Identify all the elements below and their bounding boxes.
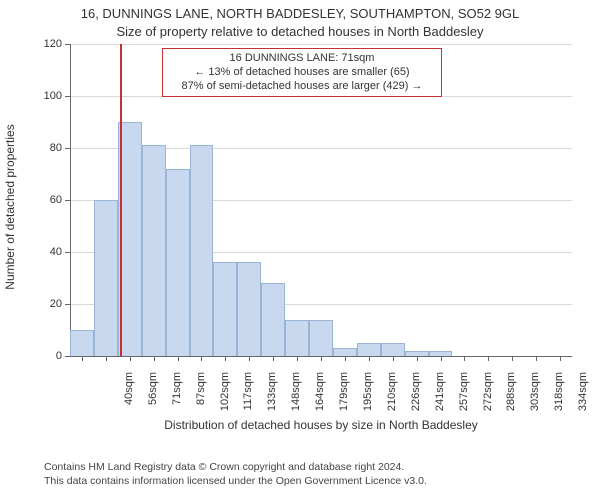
grid-line bbox=[70, 44, 572, 45]
y-tick-mark bbox=[65, 252, 70, 253]
x-tick-mark bbox=[417, 356, 418, 361]
y-tick-label: 60 bbox=[32, 194, 62, 206]
x-tick-label: 241sqm bbox=[434, 372, 446, 422]
x-tick-label: 56sqm bbox=[147, 372, 159, 422]
x-tick-label: 133sqm bbox=[266, 372, 278, 422]
y-tick-mark bbox=[65, 148, 70, 149]
x-tick-label: 303sqm bbox=[529, 372, 541, 422]
x-tick-mark bbox=[441, 356, 442, 361]
x-tick-label: 40sqm bbox=[123, 372, 135, 422]
x-tick-mark bbox=[178, 356, 179, 361]
y-tick-label: 40 bbox=[32, 246, 62, 258]
histogram-bar bbox=[70, 330, 94, 356]
x-tick-label: 164sqm bbox=[314, 372, 326, 422]
histogram-bar bbox=[309, 320, 333, 356]
plot-area: 16 DUNNINGS LANE: 71sqm← 13% of detached… bbox=[70, 44, 572, 356]
x-tick-mark bbox=[106, 356, 107, 361]
y-axis-title: Number of detached properties bbox=[3, 51, 17, 363]
title-subtitle: Size of property relative to detached ho… bbox=[0, 24, 600, 39]
y-tick-mark bbox=[65, 96, 70, 97]
property-marker-line bbox=[120, 44, 122, 356]
x-tick-label: 272sqm bbox=[482, 372, 494, 422]
annotation-line: 87% of semi-detached houses are larger (… bbox=[169, 80, 435, 94]
histogram-bar bbox=[285, 320, 309, 356]
x-tick-mark bbox=[249, 356, 250, 361]
x-tick-label: 257sqm bbox=[458, 372, 470, 422]
title-address: 16, DUNNINGS LANE, NORTH BADDESLEY, SOUT… bbox=[0, 6, 600, 21]
x-tick-label: 226sqm bbox=[410, 372, 422, 422]
annotation-line: ← 13% of detached houses are smaller (65… bbox=[169, 66, 435, 80]
x-tick-mark bbox=[130, 356, 131, 361]
histogram-bar bbox=[381, 343, 405, 356]
footer-notice: Contains HM Land Registry data © Crown c… bbox=[44, 460, 427, 488]
y-tick-label: 20 bbox=[32, 298, 62, 310]
x-tick-mark bbox=[560, 356, 561, 361]
y-tick-label: 120 bbox=[32, 38, 62, 50]
x-tick-mark bbox=[273, 356, 274, 361]
x-tick-label: 334sqm bbox=[577, 372, 589, 422]
x-tick-label: 318sqm bbox=[553, 372, 565, 422]
x-tick-mark bbox=[488, 356, 489, 361]
x-tick-label: 102sqm bbox=[219, 372, 231, 422]
histogram-bar bbox=[166, 169, 190, 356]
x-tick-label: 117sqm bbox=[242, 372, 254, 422]
y-tick-mark bbox=[65, 44, 70, 45]
x-tick-mark bbox=[536, 356, 537, 361]
histogram-bar bbox=[213, 262, 237, 356]
y-tick-mark bbox=[65, 304, 70, 305]
x-tick-mark bbox=[154, 356, 155, 361]
x-tick-mark bbox=[201, 356, 202, 361]
annotation-line: 16 DUNNINGS LANE: 71sqm bbox=[169, 52, 435, 66]
x-tick-label: 71sqm bbox=[171, 372, 183, 422]
x-tick-label: 87sqm bbox=[195, 372, 207, 422]
x-tick-mark bbox=[297, 356, 298, 361]
x-tick-mark bbox=[82, 356, 83, 361]
x-tick-label: 148sqm bbox=[290, 372, 302, 422]
x-tick-mark bbox=[369, 356, 370, 361]
footer-line2: This data contains information licensed … bbox=[44, 475, 427, 487]
histogram-bar bbox=[237, 262, 261, 356]
x-tick-label: 179sqm bbox=[338, 372, 350, 422]
y-tick-label: 80 bbox=[32, 142, 62, 154]
chart-container: 16, DUNNINGS LANE, NORTH BADDESLEY, SOUT… bbox=[0, 0, 600, 500]
x-tick-label: 195sqm bbox=[362, 372, 374, 422]
histogram-bar bbox=[190, 145, 214, 356]
x-tick-mark bbox=[321, 356, 322, 361]
y-axis-line bbox=[70, 44, 71, 356]
x-tick-label: 288sqm bbox=[505, 372, 517, 422]
x-tick-mark bbox=[225, 356, 226, 361]
x-tick-mark bbox=[393, 356, 394, 361]
y-tick-label: 0 bbox=[32, 350, 62, 362]
x-tick-mark bbox=[345, 356, 346, 361]
histogram-bar bbox=[333, 348, 357, 356]
y-tick-mark bbox=[65, 200, 70, 201]
histogram-bar bbox=[94, 200, 118, 356]
x-tick-mark bbox=[512, 356, 513, 361]
y-tick-mark bbox=[65, 356, 70, 357]
y-tick-label: 100 bbox=[32, 90, 62, 102]
histogram-bar bbox=[357, 343, 381, 356]
annotation-box: 16 DUNNINGS LANE: 71sqm← 13% of detached… bbox=[162, 48, 442, 97]
x-tick-label: 210sqm bbox=[386, 372, 398, 422]
footer-line1: Contains HM Land Registry data © Crown c… bbox=[44, 461, 404, 473]
histogram-bar bbox=[261, 283, 285, 356]
histogram-bar bbox=[142, 145, 166, 356]
x-tick-mark bbox=[464, 356, 465, 361]
